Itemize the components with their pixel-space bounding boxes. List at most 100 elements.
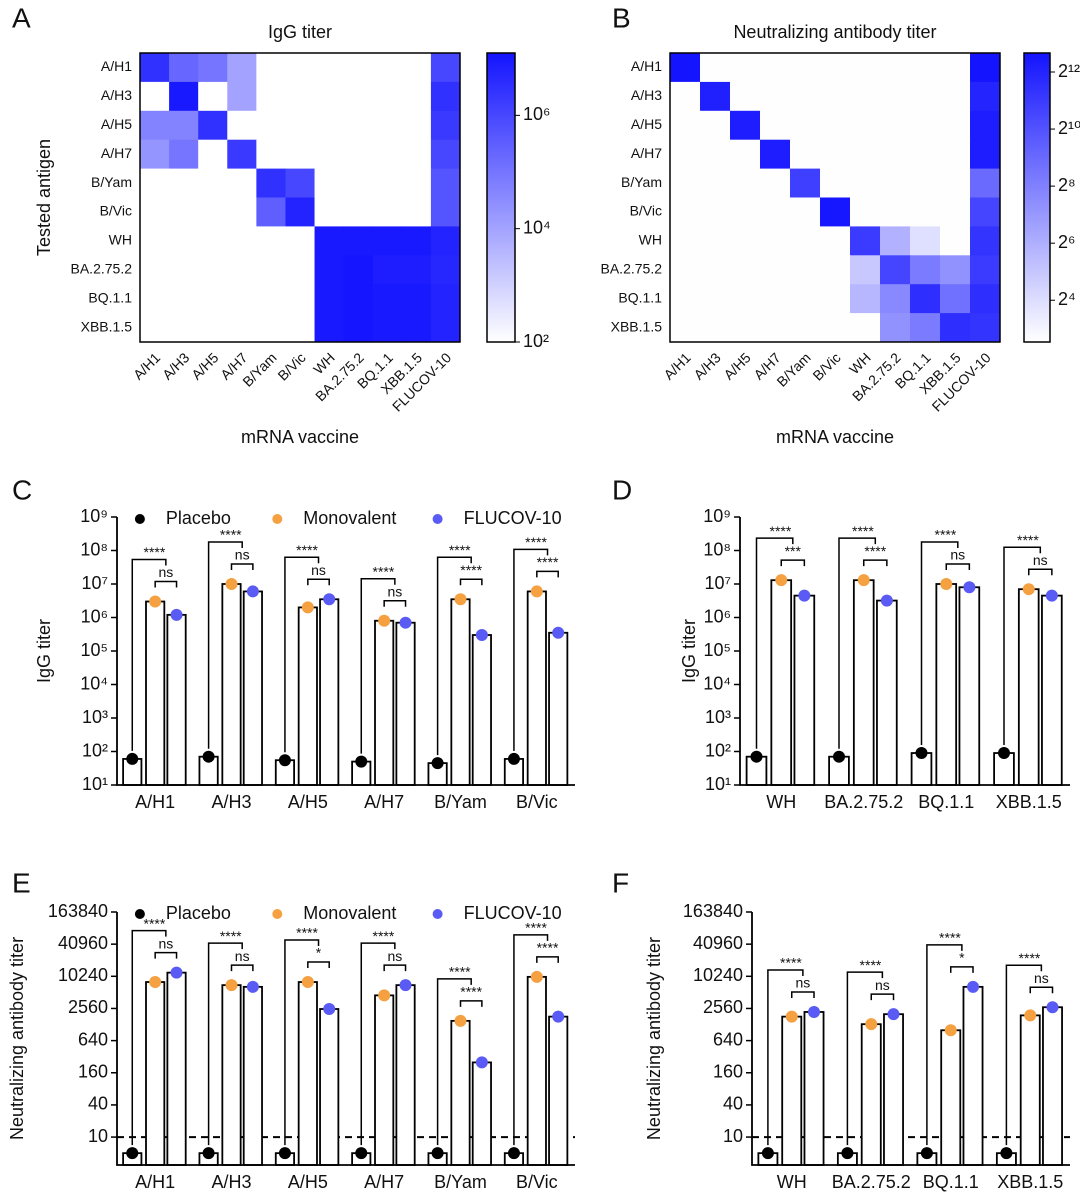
heatmap-cell [401,168,432,198]
colorbar-tick-label: 2⁴ [1058,289,1076,309]
mean-dot [454,593,467,606]
heatmap-cell [880,255,911,285]
heatmap-cell [314,168,345,198]
bar [526,975,547,1166]
y-tick-label: WH [109,232,132,248]
mean-dot [963,581,976,594]
bracket [1029,986,1054,994]
heatmap-cell [430,81,461,112]
x-tick-label: A/H7 [364,1172,404,1192]
heatmap-cell [730,284,761,314]
heatmap-cell [227,168,257,198]
heatmap-cell [700,110,731,141]
heatmap-cell [880,110,911,141]
heatmap-cell [670,197,701,227]
x-tick-label: B/Vic [809,349,843,383]
bracket [207,541,243,749]
legend-label: Monovalent [303,508,396,528]
heatmap-cell [169,139,199,170]
colorbar-tick-label: 10⁶ [523,104,550,124]
panel-label: E [12,867,31,898]
panel-label: A [12,2,31,33]
heatmap-cell [169,168,199,198]
y-tick-label: B/Yam [621,174,662,190]
significance-label: ns [795,975,810,991]
y-tick-label: 10⁹ [80,506,108,526]
mean-dot [750,750,763,763]
bracket [536,570,559,578]
bar [145,600,166,786]
bracket [920,541,959,746]
heatmap-cell [940,53,971,83]
heatmap-cell [940,197,971,227]
heatmap-cell [970,139,1001,170]
bar [319,598,340,786]
y-tick-label: B/Vic [630,203,662,219]
chart-title: Neutralizing antibody titer [733,22,936,42]
y-tick-label: 160 [78,1062,108,1082]
x-tick-label: B/Yam [434,1172,487,1192]
bracket [870,993,895,1001]
bracket [459,1000,483,1007]
heatmap-cell [430,313,461,343]
bracket [755,537,794,749]
bar [793,594,816,786]
heatmap-cell [256,110,286,141]
heatmap-cell [198,139,228,170]
mean-dot [475,1056,488,1069]
bar [166,613,187,786]
bracket [513,548,549,751]
heatmap-cell [670,139,701,170]
heatmap-cell [760,53,791,83]
heatmap-cell [880,168,911,198]
heatmap-cell [256,139,286,170]
heatmap-cell [730,110,761,141]
y-tick-label: 2560 [68,997,108,1017]
bar [526,590,547,786]
y-tick-label: 40960 [58,933,108,953]
colorbar-tick-label: 10² [523,331,549,351]
heatmap-cell [820,139,851,170]
heatmap-cell [730,197,761,227]
significance-label: ns [387,948,402,964]
y-tick-label: XBB.1.5 [611,318,663,334]
bracket [284,556,320,753]
y-tick-label: XBB.1.5 [81,318,133,334]
bar [374,619,395,786]
heatmap-cell [401,197,432,227]
bar [803,1011,825,1166]
heatmap-cell [169,226,199,256]
bracket [207,942,243,1146]
heatmap-cell [700,197,731,227]
y-tick-label: A/H1 [631,58,662,74]
heatmap-cell [850,168,881,198]
heatmap-cell [140,255,170,285]
bar [962,985,984,1166]
y-tick-label: B/Yam [91,174,132,190]
heatmap-cell [790,168,821,198]
heatmap-cell [790,255,821,285]
legend-label: FLUCOV-10 [464,508,562,528]
y-tick-label: 10⁶ [704,606,731,626]
heatmap-cell [970,81,1001,112]
bar [852,579,875,786]
y-tick-label: 10¹ [82,774,108,794]
significance-label: ns [158,935,173,951]
mean-dot [301,976,314,989]
bar [1042,1006,1063,1166]
bracket [945,563,971,570]
mean-dot [552,1010,565,1023]
heatmap-cell [169,255,199,285]
y-tick-label: 10⁸ [80,539,108,559]
x-tick-label: XBB.1.5 [996,792,1062,812]
y-tick-label: 10² [82,740,108,760]
bracket [780,559,806,567]
bar [166,971,187,1166]
heatmap-cell [256,53,286,83]
bar [395,984,416,1166]
significance-label: **** [864,543,886,559]
heatmap-cell [670,81,701,112]
significance-label: ns [311,562,326,578]
heatmap-cell [850,139,881,170]
heatmap-cell [700,284,731,314]
